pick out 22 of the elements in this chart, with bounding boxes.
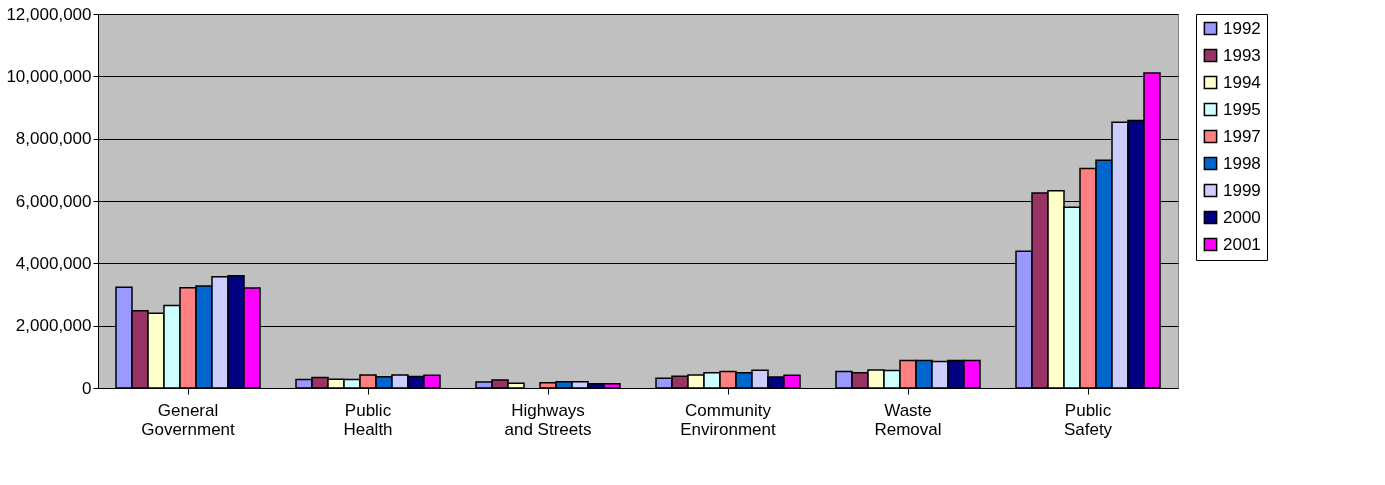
x-tick-label: Community Environment xyxy=(680,400,776,439)
y-tick-label: 0 xyxy=(82,378,92,398)
legend-label: 1998 xyxy=(1223,153,1261,173)
legend-label: 2000 xyxy=(1223,207,1261,227)
x-tick-label: Highways and Streets xyxy=(504,400,592,439)
legend-label: 1995 xyxy=(1223,99,1261,119)
x-tick-label: Public Safety xyxy=(1063,400,1113,439)
legend-label: 2001 xyxy=(1223,234,1261,254)
y-tick-label: 4,000,000 xyxy=(15,253,92,273)
x-tick-label: Waste Removal xyxy=(874,400,942,439)
y-tick-label: 6,000,000 xyxy=(15,191,92,211)
legend-label: 1997 xyxy=(1223,126,1261,146)
legend-label: 1993 xyxy=(1223,45,1261,65)
x-tick-label: General Government xyxy=(141,400,236,439)
y-tick-label: 10,000,000 xyxy=(6,66,92,86)
y-tick-label: 12,000,000 xyxy=(6,4,92,24)
y-tick-label: 8,000,000 xyxy=(15,129,92,149)
legend-label: 1999 xyxy=(1223,180,1261,200)
x-tick-label: Public Health xyxy=(343,400,393,439)
legend-label: 1994 xyxy=(1223,72,1261,92)
legend-label: 1992 xyxy=(1223,18,1261,38)
y-tick-label: 2,000,000 xyxy=(15,316,92,336)
